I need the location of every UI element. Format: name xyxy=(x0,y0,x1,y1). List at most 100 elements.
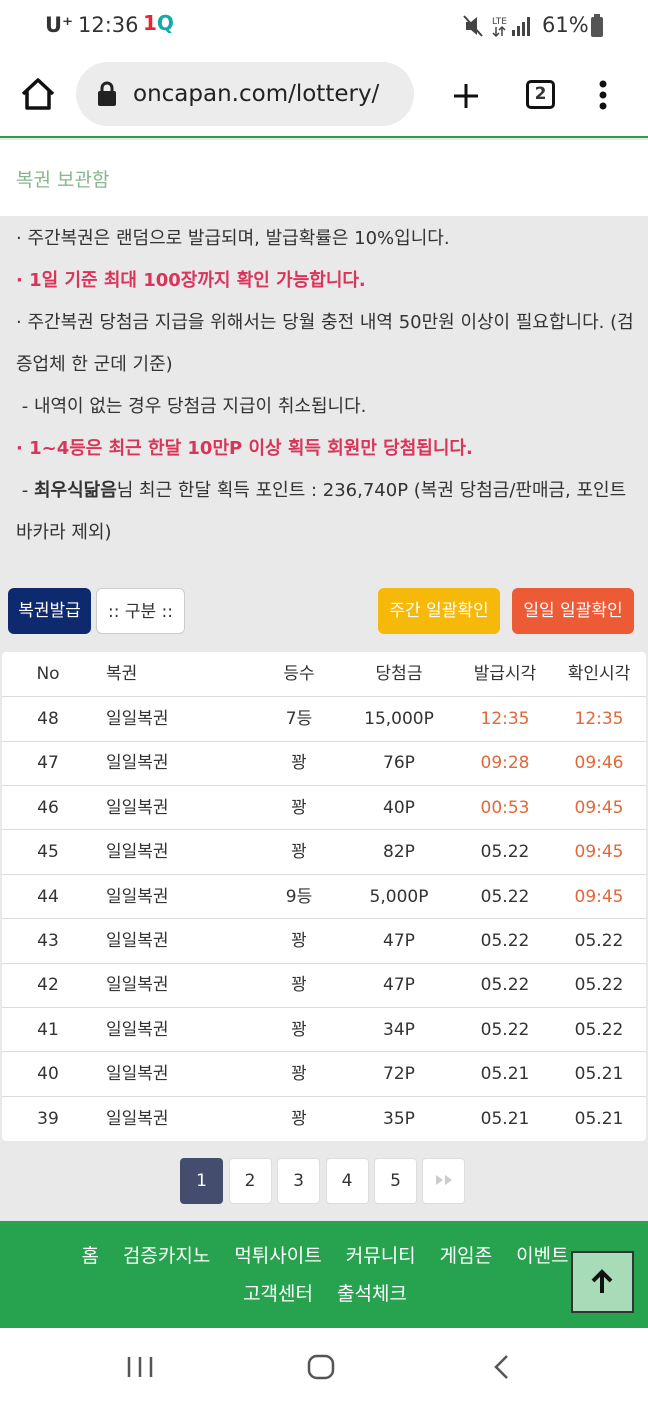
nav-link[interactable]: 게임존 xyxy=(439,1245,493,1267)
table-cell: 48 xyxy=(37,709,59,729)
system-nav-bar xyxy=(0,1328,648,1404)
carrier: U⁺ xyxy=(45,13,74,37)
column-header: No xyxy=(36,664,60,684)
lock-icon xyxy=(98,81,116,106)
table-row: 42 일일복권 꽝 47P 05.22 05.22 xyxy=(2,963,646,1008)
table-cell: 47P xyxy=(383,975,415,996)
recent-apps-button[interactable] xyxy=(126,1355,154,1379)
nav-link[interactable]: 고객센터 xyxy=(243,1283,313,1305)
daily-check-button[interactable]: 일일 일괄확인 xyxy=(512,588,634,634)
table-cell: 일일복권 xyxy=(106,797,169,818)
nav-link[interactable]: 홈 xyxy=(81,1245,99,1267)
signal-icons: LTE xyxy=(463,15,530,38)
table-cell: 꽝 xyxy=(291,1108,307,1129)
column-header: 확인시각 xyxy=(567,664,631,684)
nav-link[interactable]: 이벤트 xyxy=(516,1245,569,1267)
table-cell: 05.21 xyxy=(574,1064,624,1085)
double-arrow-icon xyxy=(435,1175,452,1185)
table-cell: 일일복권 xyxy=(106,1019,169,1040)
table-cell: 05.22 xyxy=(480,842,530,863)
table-cell: 05.22 xyxy=(574,1019,624,1040)
table-cell: 12:35 xyxy=(574,709,624,729)
page-button[interactable]: 4 xyxy=(325,1158,369,1204)
user-notice: - 최우식닮음님 최근 한달 획득 포인트 : 236,740P (복권 당첨금… xyxy=(16,470,634,554)
battery-level: 61% xyxy=(542,13,589,37)
table-header-row: No 복권 등수 당첨금 발급시각 확인시각 xyxy=(2,652,646,697)
table-cell: 7등 xyxy=(285,709,313,729)
table-cell: 47P xyxy=(383,931,415,951)
page-button[interactable]: 5 xyxy=(374,1158,417,1204)
table-cell: 꽝 xyxy=(291,753,307,774)
nav-link[interactable]: 커뮤니티 xyxy=(345,1245,416,1267)
table-cell: 꽝 xyxy=(291,842,307,863)
nav-link[interactable]: 먹튀사이트 xyxy=(234,1245,322,1267)
table-cell: 꽝 xyxy=(291,931,307,951)
table-cell: 05.21 xyxy=(574,1108,624,1129)
svg-text:LTE: LTE xyxy=(492,17,507,27)
url-field[interactable]: oncapan.com/lottery/ xyxy=(76,62,414,126)
table-cell: 9등 xyxy=(285,886,313,907)
table-cell: 05.22 xyxy=(480,1019,530,1040)
table-cell: 05.21 xyxy=(480,1064,530,1085)
header-title: 복권 보관함 xyxy=(16,169,110,191)
table-cell: 일일복권 xyxy=(106,886,169,907)
user-name: 최우식닮음 xyxy=(33,480,117,501)
notice: - 내역이 없는 경우 당첨금 지급이 취소됩니다. xyxy=(16,396,367,417)
notice: · 1일 기준 최대 100장까지 확인 가능합니다. xyxy=(16,270,366,291)
menu-button[interactable] xyxy=(597,80,609,110)
table-cell: 꽝 xyxy=(291,975,307,996)
back-button[interactable] xyxy=(492,1354,512,1380)
table-row: 44 일일복권 9등 5,000P 05.22 09:45 xyxy=(2,875,646,920)
table-cell: 05.22 xyxy=(480,931,530,951)
lottery-table: No 복권 등수 당첨금 발급시각 확인시각 48 일일복권 7등 15,000P 12:35 12:… xyxy=(2,652,646,1141)
nav-link[interactable]: 출석체크 xyxy=(337,1283,407,1305)
column-header: 복권 xyxy=(106,664,138,684)
column-header: 발급시각 xyxy=(473,664,537,684)
tab-count[interactable]: 2 xyxy=(526,80,555,109)
table-cell: 09:45 xyxy=(574,886,624,907)
table-cell: 00:53 xyxy=(480,797,530,818)
home-button[interactable] xyxy=(20,77,56,111)
table-cell: 35P xyxy=(383,1108,415,1129)
new-tab-button[interactable] xyxy=(452,82,480,110)
next-pages-button[interactable] xyxy=(422,1158,465,1204)
app-icon: 1Q xyxy=(143,11,174,35)
page-button[interactable]: 3 xyxy=(277,1158,320,1204)
table-cell: 09:45 xyxy=(574,842,624,863)
table-cell: 46 xyxy=(37,797,59,818)
table-cell: 5,000P xyxy=(369,886,429,907)
table-cell: 일일복권 xyxy=(106,709,169,729)
weekly-check-button[interactable]: 주간 일괄확인 xyxy=(378,588,500,634)
page-button[interactable]: 1 xyxy=(180,1158,223,1204)
column-header: 당첨금 xyxy=(375,664,423,684)
filter-select[interactable]: :: 구분 :: xyxy=(96,588,185,634)
notice-list: · 주간복권은 랜덤으로 발급되며, 발급확률은 10%입니다. · 1일 기준… xyxy=(16,218,634,554)
column-header: 등수 xyxy=(283,664,315,684)
table-cell: 일일복권 xyxy=(106,931,169,951)
table-cell: 05.22 xyxy=(480,886,530,907)
table-row: 47 일일복권 꽝 76P 09:28 09:46 xyxy=(2,741,646,786)
home-nav-button[interactable] xyxy=(306,1353,336,1381)
table-cell: 09:46 xyxy=(574,753,624,774)
table-cell: 72P xyxy=(383,1064,415,1085)
table-cell: 일일복권 xyxy=(106,842,169,863)
table-cell: 42 xyxy=(37,975,59,996)
scroll-top-button[interactable] xyxy=(571,1251,634,1313)
clock: 12:36 xyxy=(78,13,139,37)
table-cell: 일일복권 xyxy=(106,1108,169,1129)
table-cell: 40P xyxy=(383,797,415,818)
table-row: 48 일일복권 7등 15,000P 12:35 12:35 xyxy=(2,697,646,742)
page-header: 복권 보관함 xyxy=(0,140,648,216)
table-cell: 15,000P xyxy=(364,709,434,729)
up-arrow-icon xyxy=(591,1269,613,1293)
page-button[interactable]: 2 xyxy=(228,1158,272,1204)
table-cell: 41 xyxy=(37,1019,59,1040)
table-row: 41 일일복권 꽝 34P 05.22 05.22 xyxy=(2,1008,646,1053)
issue-button[interactable]: 복권발급 xyxy=(8,588,91,634)
nav-link[interactable]: 검증카지노 xyxy=(122,1245,211,1267)
table-row: 43 일일복권 꽝 47P 05.22 05.22 xyxy=(2,919,646,964)
notice: · 주간복권 당첨금 지급을 위해서는 당월 충전 내역 50만원 이상이 필요… xyxy=(16,312,634,375)
